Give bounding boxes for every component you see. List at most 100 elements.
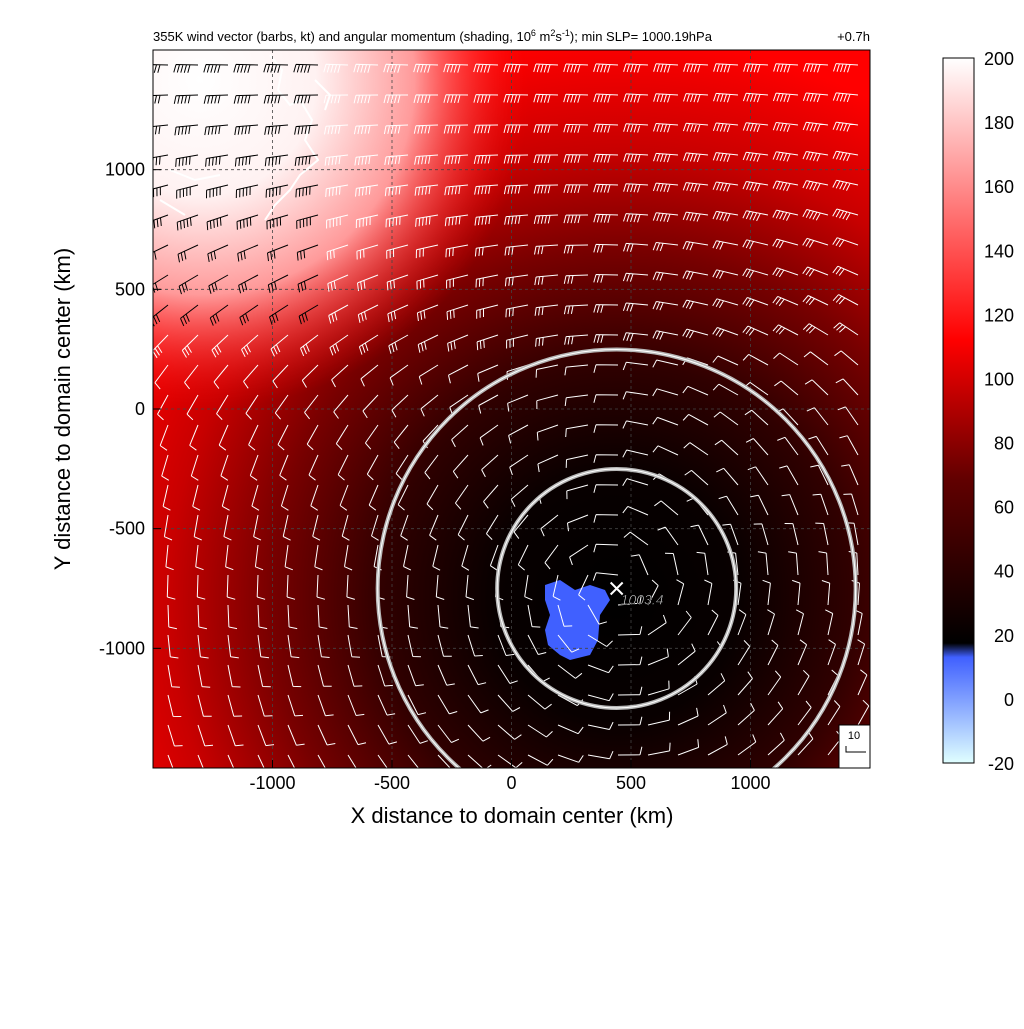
wind-barb bbox=[368, 484, 379, 511]
wind-barb bbox=[563, 63, 589, 73]
wind-barb bbox=[503, 63, 529, 73]
wind-barb bbox=[622, 361, 649, 371]
wind-barb bbox=[266, 214, 289, 230]
wind-barb bbox=[294, 154, 319, 166]
wind-barb bbox=[308, 454, 319, 481]
wind-barb bbox=[652, 242, 679, 252]
wind-barb bbox=[437, 664, 455, 686]
wind-barb bbox=[534, 244, 559, 255]
wind-barb bbox=[565, 454, 589, 468]
wind-barb bbox=[377, 694, 396, 716]
wind-barb bbox=[371, 514, 379, 541]
wind-barb bbox=[414, 184, 439, 196]
wind-barb bbox=[153, 244, 169, 262]
wind-barb bbox=[416, 274, 439, 290]
wind-barb bbox=[767, 639, 779, 666]
wind-barb bbox=[718, 495, 739, 516]
wind-barb bbox=[177, 244, 199, 263]
wind-barb bbox=[403, 544, 412, 571]
wind-barb bbox=[267, 274, 289, 294]
wind-barb bbox=[208, 274, 229, 294]
wind-barb bbox=[652, 271, 679, 281]
wind-barb bbox=[565, 424, 589, 438]
plot-area bbox=[153, 50, 870, 768]
wind-barb bbox=[707, 736, 728, 756]
wind-barb bbox=[293, 94, 319, 104]
wind-barb bbox=[497, 634, 515, 656]
wind-barb bbox=[587, 664, 614, 674]
wind-barb bbox=[803, 63, 829, 73]
wind-barb bbox=[233, 63, 259, 73]
wind-barb bbox=[413, 63, 439, 73]
x-axis: -1000 -500 0 500 1000 bbox=[249, 760, 771, 793]
wind-barb bbox=[337, 454, 349, 481]
wind-barb bbox=[593, 484, 619, 493]
wind-barb bbox=[802, 237, 829, 248]
wind-barb bbox=[163, 514, 173, 541]
wind-barb bbox=[415, 244, 439, 259]
wind-barb bbox=[652, 212, 679, 223]
wind-barb bbox=[414, 154, 439, 165]
colorbar-tick-label: 160 bbox=[984, 177, 1014, 197]
wind-barb bbox=[827, 639, 836, 666]
wind-barb bbox=[504, 214, 529, 225]
wind-barb bbox=[534, 304, 559, 316]
wind-barb bbox=[832, 294, 859, 306]
wind-barb bbox=[788, 551, 799, 576]
wind-barb bbox=[527, 634, 547, 655]
wind-barb bbox=[251, 484, 260, 511]
wind-barb bbox=[265, 184, 289, 198]
wind-barb bbox=[504, 274, 529, 287]
wind-barb bbox=[437, 604, 449, 629]
wind-barb bbox=[593, 364, 619, 373]
wind-barb bbox=[221, 484, 230, 511]
y-axis-label: Y distance to domain center (km) bbox=[50, 248, 75, 570]
wind-barb bbox=[465, 574, 474, 601]
wind-barb bbox=[317, 724, 336, 746]
wind-barb bbox=[347, 664, 363, 687]
wind-barb bbox=[712, 383, 739, 396]
wind-barb bbox=[664, 552, 679, 576]
wind-barb bbox=[287, 634, 300, 659]
wind-barb bbox=[167, 634, 179, 659]
wind-barb bbox=[527, 694, 552, 710]
wind-barb bbox=[317, 754, 326, 768]
wind-barb bbox=[563, 154, 589, 163]
y-axis: -1000 -500 0 500 1000 bbox=[99, 160, 161, 658]
wind-barb bbox=[533, 214, 559, 225]
wind-barb bbox=[503, 124, 529, 134]
wind-barb bbox=[335, 424, 349, 450]
wind-barb bbox=[189, 424, 199, 451]
wind-barb bbox=[623, 153, 649, 163]
y-tick-label: 0 bbox=[135, 399, 145, 419]
wind-barb bbox=[227, 754, 235, 768]
wind-barb bbox=[569, 544, 589, 566]
wind-barb bbox=[287, 604, 298, 630]
wind-barb bbox=[593, 454, 619, 463]
wind-barb bbox=[535, 364, 559, 378]
wind-barb bbox=[779, 465, 799, 486]
wind-barb bbox=[772, 180, 799, 192]
wind-barb bbox=[362, 394, 379, 419]
wind-barb bbox=[781, 494, 799, 516]
wind-barb bbox=[587, 750, 614, 760]
wind-barb bbox=[298, 304, 319, 325]
wind-barb bbox=[772, 151, 799, 162]
wind-barb bbox=[400, 514, 409, 541]
wind-barb bbox=[444, 214, 469, 227]
wind-barb bbox=[815, 522, 829, 546]
y-tick-label: 1000 bbox=[105, 160, 145, 180]
x-tick-label: 1000 bbox=[730, 773, 770, 793]
wind-barb bbox=[161, 454, 170, 481]
wind-barb bbox=[237, 244, 259, 262]
wind-barb bbox=[467, 754, 492, 768]
wind-barb bbox=[296, 214, 319, 229]
y-tick-label: -1000 bbox=[99, 638, 145, 658]
wind-barb bbox=[564, 334, 589, 345]
wind-barb bbox=[437, 634, 452, 657]
colorbar-tick-label: 180 bbox=[984, 113, 1014, 133]
wind-barb bbox=[716, 467, 739, 486]
wind-barb bbox=[328, 304, 349, 324]
storm-center-marker bbox=[609, 581, 624, 596]
